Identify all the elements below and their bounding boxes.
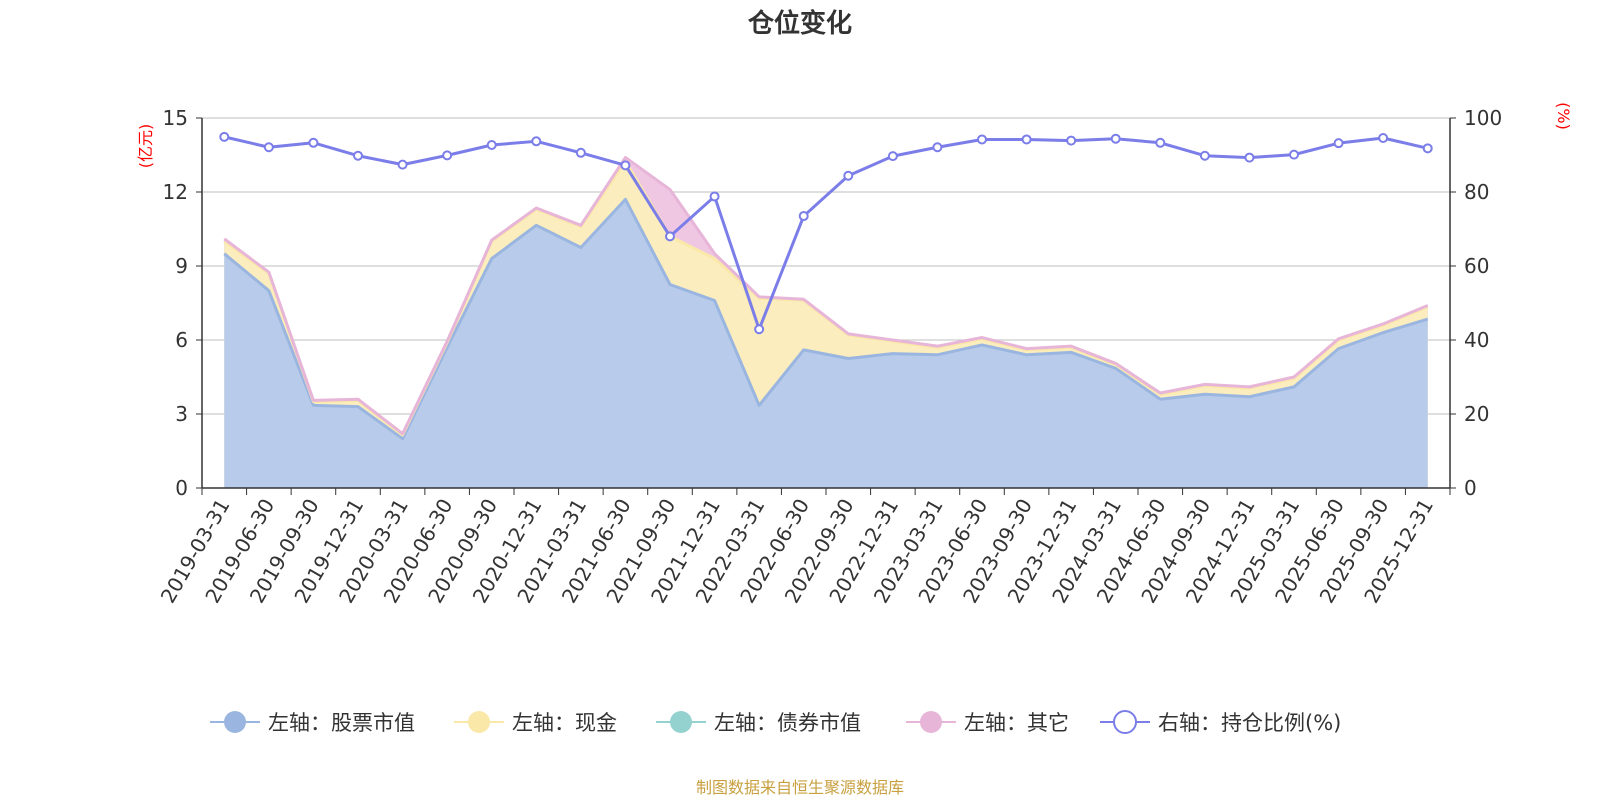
ratio-point: [263, 142, 274, 153]
legend-marker-1: [468, 711, 490, 733]
left-axis-tick-label: 3: [175, 402, 188, 426]
ratio-point: [486, 140, 497, 151]
chart-title: 仓位变化: [747, 8, 852, 39]
ratio-point: [442, 150, 453, 161]
legend-label-1: 左轴：现金: [512, 711, 617, 735]
ratio-point: [887, 151, 898, 162]
legend: 左轴：股票市值 左轴：现金 左轴：债券市值 左轴：其它 右轴：持仓比例(%): [210, 710, 1341, 735]
ratio-point: [308, 137, 319, 148]
ratio-point: [219, 131, 230, 142]
area-line-3: [223, 155, 1429, 436]
right-axis-tick-label: 60: [1464, 254, 1489, 278]
ratio-point: [1422, 143, 1433, 154]
right-axis-unit: (%): [1554, 102, 1573, 130]
ratio-point: [397, 159, 408, 170]
ratio-point: [575, 147, 586, 158]
right-axis-tick-label: 0: [1464, 476, 1477, 500]
stacked-areas: [223, 155, 1429, 488]
ratio-point: [709, 191, 720, 202]
right-axis-tick-label: 80: [1464, 180, 1489, 204]
legend-marker-0: [224, 711, 246, 733]
ratio-point: [1289, 149, 1299, 160]
ratio-point: [1155, 137, 1166, 148]
ratio-point: [798, 211, 809, 222]
ratio-point: [1333, 138, 1344, 149]
right-axis-tick-label: 20: [1464, 402, 1489, 426]
legend-label-2: 左轴：债券市值: [714, 711, 861, 735]
ratio-point: [1021, 134, 1032, 145]
ratio-point: [353, 150, 363, 161]
left-axis-tick-label: 6: [175, 328, 188, 352]
ratio-point: [665, 231, 675, 242]
left-axis-unit: (亿元): [136, 124, 155, 169]
ratio-point: [620, 160, 631, 171]
ratio-point: [1378, 132, 1389, 143]
ratio-point: [754, 324, 765, 335]
left-axis-tick-label: 0: [175, 476, 188, 500]
legend-label-4: 右轴：持仓比例(%): [1158, 711, 1341, 735]
ratio-point: [1110, 133, 1121, 144]
ratio-point: [932, 142, 943, 153]
ratio-line: [223, 135, 1429, 331]
left-axis-tick-label: 12: [163, 180, 188, 204]
ratio-point: [1244, 152, 1255, 163]
left-axis-tick-label: 9: [175, 254, 188, 278]
ratio-line-series: [219, 131, 1433, 335]
legend-label-3: 左轴：其它: [964, 711, 1069, 735]
right-axis-tick-label: 100: [1464, 106, 1502, 130]
ratio-point: [531, 136, 542, 147]
ratio-point: [843, 170, 854, 181]
legend-marker-2: [670, 711, 692, 733]
ratio-point: [977, 134, 987, 145]
legend-marker-3: [920, 711, 942, 733]
data-source-note: 制图数据来自恒生聚源数据库: [696, 778, 904, 797]
area-0: [224, 199, 1428, 488]
legend-label-0: 左轴：股票市值: [268, 711, 415, 735]
ratio-point: [1066, 135, 1077, 146]
ratio-point: [1199, 150, 1210, 161]
right-axis-tick-label: 40: [1464, 328, 1489, 352]
left-axis-tick-label: 15: [163, 106, 188, 130]
area-line-0: [223, 197, 1429, 441]
legend-marker-4: [1113, 710, 1137, 734]
